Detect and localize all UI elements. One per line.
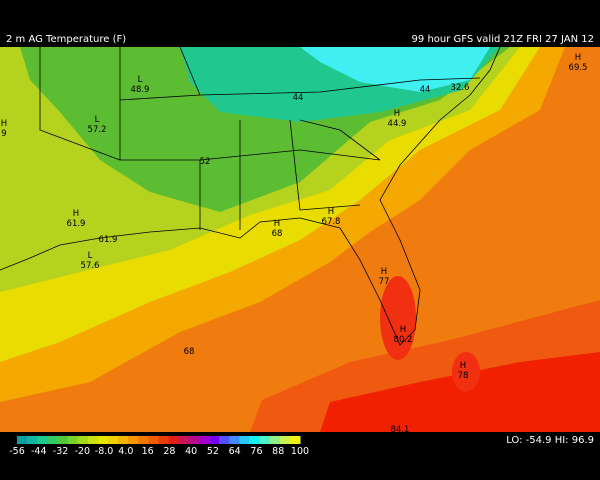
colorbar-swatch <box>87 436 99 444</box>
colorbar-swatch <box>219 436 230 444</box>
colorbar-swatch <box>47 436 58 444</box>
colorbar-label: 16 <box>142 446 154 457</box>
colorbar-label: 100 <box>291 446 309 457</box>
marker-kind: L <box>138 75 143 85</box>
marker-kind: H <box>575 53 581 63</box>
colorbar-swatch <box>168 436 180 444</box>
colorbar: -56 -44 -32 -20 -8.0 4.0 16 28 40 52 64 76 88 100 <box>9 436 309 457</box>
colorbar-label: 40 <box>185 446 197 457</box>
colorbar-swatch <box>188 436 200 444</box>
marker-value: 67.8 <box>322 217 341 227</box>
colorbar-swatch <box>118 436 129 444</box>
marker-value: 68 <box>184 347 195 357</box>
marker-value: 44.9 <box>388 119 407 129</box>
boundaries <box>0 46 501 346</box>
colorbar-swatch <box>209 436 220 444</box>
marker-kind: H <box>274 219 280 229</box>
marker-value: 57.6 <box>81 261 100 271</box>
colorbar-swatch <box>178 436 190 444</box>
marker-value: 44 <box>420 85 431 95</box>
marker-value: 61.9 <box>99 235 118 245</box>
marker-kind: H <box>1 119 7 129</box>
colorbar-swatch <box>27 436 38 444</box>
colorbar-label: -20 <box>75 446 91 457</box>
marker-kind: H <box>394 109 400 119</box>
marker-value: 9 <box>1 129 6 139</box>
marker-value: 44 <box>293 93 304 103</box>
colorbar-label: 64 <box>229 446 241 457</box>
marker-kind: L <box>95 115 100 125</box>
colorbar-swatch <box>107 436 119 444</box>
colorbar-swatch <box>128 436 139 444</box>
marker-kind: H <box>328 207 334 217</box>
colorbar-swatch <box>259 436 271 444</box>
run-info: 99 hour GFS valid 21Z FRI 27 JAN 12 <box>412 34 594 45</box>
colorbar-swatch <box>198 436 210 444</box>
colorbar-label: -44 <box>31 446 47 457</box>
marker-value: 32.6 <box>451 83 470 93</box>
colorbar-swatch <box>229 436 240 444</box>
colorbar-swatch <box>57 436 69 444</box>
colorbar-swatch <box>289 436 301 444</box>
colorbar-swatch <box>138 436 149 444</box>
colorbar-label: -8.0 <box>95 446 114 457</box>
colorbar-swatch <box>77 436 89 444</box>
colorbar-swatch <box>97 436 109 444</box>
marker-value: 84.1 <box>391 425 410 435</box>
colorbar-label: -32 <box>53 446 69 457</box>
marker-value: 61.9 <box>67 219 86 229</box>
colorbar-label: -56 <box>9 446 25 457</box>
marker-value: 48.9 <box>131 85 150 95</box>
colorbar-swatch <box>17 436 28 444</box>
marker-value: 80.2 <box>394 335 413 345</box>
marker-kind: H <box>381 267 387 277</box>
marker-kind: H <box>73 209 79 219</box>
marker-kind: L <box>88 251 93 261</box>
map-title: 2 m AG Temperature (F) <box>6 34 126 45</box>
colorbar-swatch <box>148 436 159 444</box>
marker-value: 77 <box>379 277 390 287</box>
colorbar-label: 28 <box>163 446 175 457</box>
marker-value: 57.2 <box>88 125 107 135</box>
marker-kind: H <box>460 361 466 371</box>
colorbar-label: 4.0 <box>118 446 133 457</box>
colorbar-swatch <box>239 436 250 444</box>
colorbar-label: 76 <box>250 446 262 457</box>
colorbar-swatch <box>269 436 281 444</box>
colorbar-swatch <box>37 436 48 444</box>
marker-kind: H <box>400 325 406 335</box>
colorbar-swatch <box>249 436 261 444</box>
marker-value: 52 <box>200 157 211 167</box>
marker-value: 78 <box>458 371 469 381</box>
temperature-field <box>0 47 600 432</box>
marker-value: 69.5 <box>569 63 588 73</box>
marker-value: 68 <box>272 229 283 239</box>
colorbar-label: 52 <box>207 446 219 457</box>
colorbar-label: 88 <box>272 446 284 457</box>
colorbar-swatch <box>279 436 291 444</box>
colorbar-swatch <box>67 436 79 444</box>
colorbar-swatch <box>158 436 170 444</box>
stats: LO: -54.9 HI: 96.9 <box>506 435 594 446</box>
